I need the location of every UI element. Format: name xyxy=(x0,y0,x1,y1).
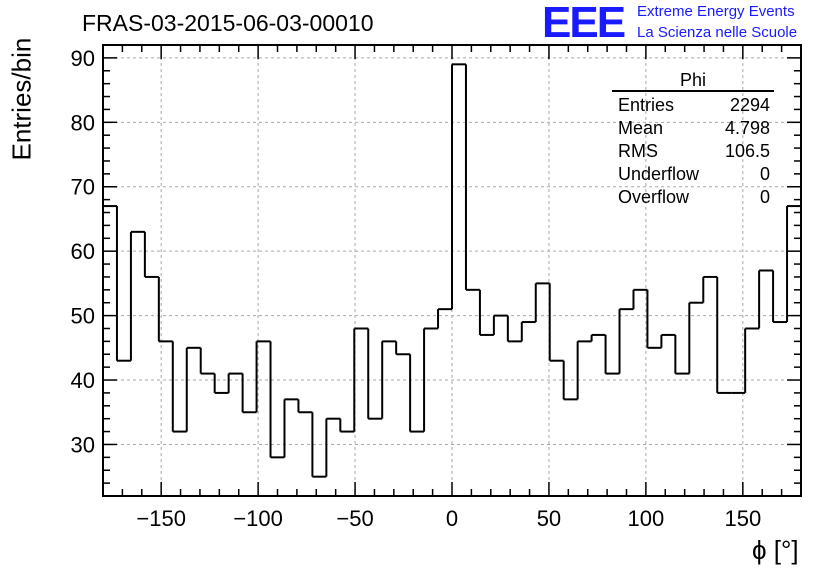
stats-value: 0 xyxy=(759,164,770,184)
axis-ticks xyxy=(102,44,802,497)
eee-logo-icon: EEE xyxy=(542,0,626,47)
y-tick-label: 40 xyxy=(71,368,95,393)
y-tick-label: 60 xyxy=(71,239,95,264)
x-tick-label: 0 xyxy=(446,506,458,531)
stats-row-mean: Mean 4.798 xyxy=(612,117,774,140)
y-tick-label: 90 xyxy=(71,46,95,71)
tick-labels: −150 −100 −50 0 50 100 150 30 40 50 60 70 80 90 xyxy=(71,46,762,531)
stats-label: Entries xyxy=(618,95,675,115)
histogram-series xyxy=(103,63,801,478)
y-axis-label: Entries/bin xyxy=(6,37,37,161)
y-tick-label: 70 xyxy=(71,175,95,200)
stats-row-overflow: Overflow 0 xyxy=(612,186,774,209)
stats-label: Underflow xyxy=(618,164,700,184)
stats-value: 2294 xyxy=(729,95,770,115)
stats-row-underflow: Underflow 0 xyxy=(612,163,774,186)
stats-label: Overflow xyxy=(618,187,690,207)
stats-box: Phi Entries 2294 Mean 4.798 RMS 106.5 Un… xyxy=(612,70,774,209)
x-tick-label: −150 xyxy=(136,506,186,531)
stats-value: 0 xyxy=(759,187,770,207)
stats-label: Mean xyxy=(618,118,664,138)
stats-row-entries: Entries 2294 xyxy=(612,94,774,117)
stats-label: RMS xyxy=(618,141,658,161)
x-axis-label: ϕ [°] xyxy=(752,535,799,565)
x-tick-label: −100 xyxy=(233,506,283,531)
y-tick-label: 30 xyxy=(71,432,95,457)
stats-value: 4.798 xyxy=(724,118,770,138)
stats-title: Phi xyxy=(612,70,774,92)
x-tick-label: 150 xyxy=(724,506,761,531)
stats-value: 106.5 xyxy=(724,141,770,161)
chart-title: FRAS-03-2015-06-03-00010 xyxy=(82,10,374,36)
x-tick-label: 100 xyxy=(628,506,665,531)
logo-line-1: Extreme Energy Events xyxy=(637,3,795,20)
x-tick-label: 50 xyxy=(537,506,561,531)
stats-row-rms: RMS 106.5 xyxy=(612,140,774,163)
x-tick-label: −50 xyxy=(336,506,373,531)
y-tick-label: 50 xyxy=(71,304,95,329)
y-tick-label: 80 xyxy=(71,110,95,135)
logo-line-2: La Scienza nelle Scuole xyxy=(637,24,798,41)
